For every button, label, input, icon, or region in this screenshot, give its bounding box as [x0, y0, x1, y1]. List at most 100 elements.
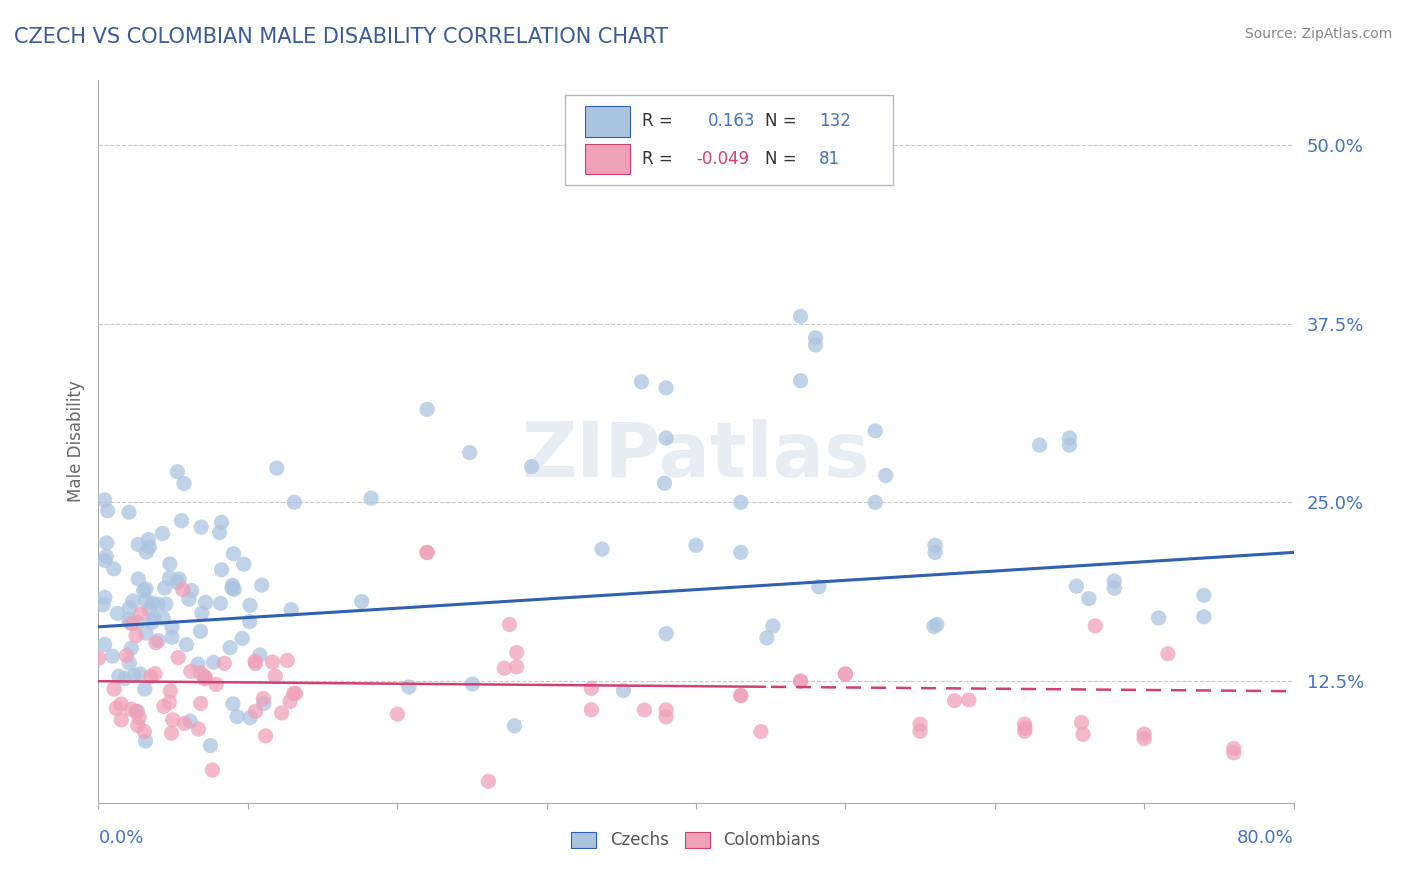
Point — [139, 670, 162, 684]
Point — [789, 374, 811, 388]
Point — [132, 583, 155, 598]
Point — [730, 689, 752, 703]
Point — [146, 598, 169, 612]
Point — [103, 681, 125, 696]
Point — [685, 538, 707, 552]
Point — [114, 672, 136, 686]
Point — [127, 537, 149, 551]
Point — [141, 596, 163, 610]
Point — [143, 666, 166, 681]
Point — [416, 545, 439, 559]
Point — [211, 563, 233, 577]
Point — [134, 681, 156, 696]
Point — [135, 545, 157, 559]
Point — [160, 620, 183, 634]
Point — [387, 707, 409, 722]
Point — [141, 615, 163, 630]
Point — [1014, 717, 1036, 731]
Point — [176, 638, 198, 652]
Point — [160, 726, 183, 740]
Point — [398, 680, 420, 694]
Point — [1014, 724, 1036, 739]
Point — [908, 717, 931, 731]
Point — [922, 619, 945, 633]
Point — [239, 710, 262, 724]
Point — [127, 572, 149, 586]
Point — [1028, 438, 1050, 452]
Point — [1077, 591, 1099, 606]
Point — [350, 594, 373, 608]
Text: ZIPatlas: ZIPatlas — [522, 419, 870, 493]
Point — [266, 461, 288, 475]
Point — [152, 526, 174, 541]
Point — [1104, 574, 1126, 588]
Text: 0.0%: 0.0% — [98, 829, 143, 847]
Point — [96, 536, 118, 550]
Point — [655, 431, 678, 445]
Point — [253, 697, 276, 711]
Point — [610, 156, 633, 170]
Point — [201, 763, 224, 777]
Point — [245, 657, 267, 671]
Point — [152, 611, 174, 625]
Point — [118, 505, 141, 519]
Point — [202, 656, 225, 670]
Point — [166, 575, 188, 590]
Point — [461, 677, 484, 691]
Point — [730, 689, 752, 703]
Point — [138, 540, 160, 554]
Point — [924, 545, 946, 559]
Point — [957, 693, 980, 707]
Point — [127, 718, 149, 732]
Point — [120, 615, 142, 630]
Text: N =: N = — [765, 150, 797, 168]
Point — [655, 710, 678, 724]
Point — [138, 533, 160, 547]
Point — [498, 617, 520, 632]
Point — [943, 694, 966, 708]
Point — [520, 459, 543, 474]
Point — [138, 602, 160, 616]
Point — [167, 572, 190, 586]
FancyBboxPatch shape — [565, 95, 893, 185]
Point — [1059, 438, 1081, 452]
Point — [1147, 611, 1170, 625]
Point — [127, 705, 149, 719]
Point — [610, 166, 633, 180]
Point — [159, 557, 181, 571]
Point — [804, 331, 827, 345]
Point — [264, 669, 287, 683]
Point — [245, 704, 267, 718]
Point — [283, 495, 305, 509]
Point — [167, 650, 190, 665]
Point — [209, 516, 232, 530]
Point — [159, 684, 181, 698]
Point — [127, 615, 149, 630]
Point — [1066, 579, 1088, 593]
Point — [222, 547, 245, 561]
Point — [231, 632, 253, 646]
Point — [87, 651, 110, 665]
Point — [755, 631, 778, 645]
Point — [270, 706, 292, 720]
Point — [239, 599, 262, 613]
Point — [91, 598, 114, 612]
Point — [789, 674, 811, 689]
Point — [105, 607, 128, 621]
Point — [221, 581, 243, 595]
Point — [1104, 581, 1126, 595]
Point — [121, 616, 143, 631]
Point — [458, 445, 481, 459]
Point — [194, 595, 217, 609]
Point — [118, 613, 141, 627]
Point — [125, 704, 148, 718]
Point — [187, 657, 209, 672]
Point — [160, 630, 183, 644]
Point — [170, 514, 193, 528]
Point — [219, 640, 242, 655]
Point — [103, 562, 125, 576]
Point — [155, 597, 177, 611]
Point — [416, 402, 439, 417]
Point — [630, 375, 652, 389]
Point — [1070, 715, 1092, 730]
